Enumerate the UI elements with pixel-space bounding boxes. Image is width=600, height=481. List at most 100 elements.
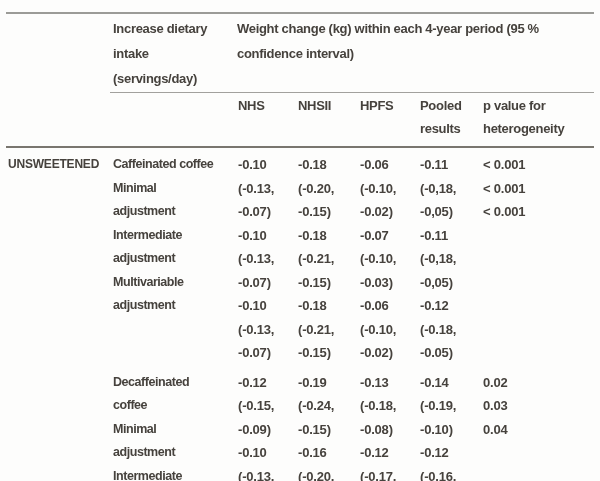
value-cell: (-0,18, <box>420 247 483 271</box>
table-body: UNSWEETENEDCaffeinated coffee-0.10-0.18-… <box>0 153 600 481</box>
value-cell: (-0.13, <box>238 177 298 201</box>
row-label-cell: Intermediate <box>113 465 238 481</box>
table-row: adjustment-0.10-0.18-0.06-0.12 <box>0 294 600 318</box>
value-cell: -0.19 <box>298 371 360 395</box>
value-cell: (-0.17, <box>360 465 420 481</box>
value-cell: 0.02 <box>483 371 600 395</box>
value-cell: -0,05) <box>420 200 483 224</box>
table-row: UNSWEETENEDCaffeinated coffee-0.10-0.18-… <box>0 153 600 177</box>
value-cell: -0.07) <box>238 200 298 224</box>
group-label-cell <box>8 418 113 442</box>
group-label-cell <box>8 271 113 295</box>
group-label-cell <box>8 247 113 271</box>
table-row: coffee(-0.15,(-0.24,(-0.18,(-0.19,0.03 <box>0 394 600 418</box>
value-cell: -0.15) <box>298 418 360 442</box>
row-label-cell <box>113 318 238 342</box>
column-header-hpfs: HPFS <box>360 94 416 117</box>
column-header-p-value: p value for heterogeneity <box>483 94 593 140</box>
column-header-nhs: NHS <box>238 94 293 117</box>
table-row: -0.07)-0.15)-0.02)-0.05) <box>0 341 600 365</box>
header-sub-rule <box>110 92 594 93</box>
group-label-cell <box>8 465 113 481</box>
value-cell: -0.18 <box>298 153 360 177</box>
value-cell: -0.06 <box>360 153 420 177</box>
value-cell: -0.10 <box>238 153 298 177</box>
value-cell: (-0.21, <box>298 247 360 271</box>
value-cell: < 0.001 <box>483 200 600 224</box>
group-label-cell <box>8 318 113 342</box>
group-label-cell <box>8 200 113 224</box>
value-cell: (-0.13, <box>238 318 298 342</box>
value-cell: -0.10) <box>420 418 483 442</box>
row-label-cell: Multivariable <box>113 271 238 295</box>
header-weight-change: Weight change (kg) within each 4-year pe… <box>237 16 594 66</box>
value-cell: -0.14 <box>420 371 483 395</box>
table-row: adjustment(-0.13,(-0.21,(-0.10,(-0,18, <box>0 247 600 271</box>
row-label-cell: coffee <box>113 394 238 418</box>
value-cell: -0.16 <box>298 441 360 465</box>
value-cell: -0.13 <box>360 371 420 395</box>
value-cell: (-0.18, <box>360 394 420 418</box>
value-cell <box>483 247 600 271</box>
value-cell: (-0.24, <box>298 394 360 418</box>
value-cell: -0.02) <box>360 200 420 224</box>
row-label-cell: Intermediate <box>113 224 238 248</box>
value-cell: -0.10 <box>238 294 298 318</box>
value-cell: < 0.001 <box>483 177 600 201</box>
value-cell: -0.11 <box>420 224 483 248</box>
table-row: Intermediate(-0.13,(-0.20,(-0.17,(-0.16, <box>0 465 600 481</box>
value-cell: -0.12 <box>420 441 483 465</box>
value-cell: (-0.13, <box>238 247 298 271</box>
value-cell: -0.18 <box>298 294 360 318</box>
column-header-pooled-results: Pooled results <box>420 94 478 140</box>
column-header-nhsii: NHSII <box>298 94 356 117</box>
value-cell: (-0.18, <box>420 318 483 342</box>
value-cell <box>483 465 600 481</box>
group-label-cell: UNSWEETENED <box>8 153 113 177</box>
value-cell: -0.07) <box>238 341 298 365</box>
value-cell: (-0.15, <box>238 394 298 418</box>
value-cell: (-0.19, <box>420 394 483 418</box>
table-row: Intermediate-0.10-0.18-0.07-0.11 <box>0 224 600 248</box>
value-cell <box>483 224 600 248</box>
row-label-cell: Minimal <box>113 418 238 442</box>
value-cell: -0.07 <box>360 224 420 248</box>
value-cell: -0,05) <box>420 271 483 295</box>
value-cell: -0.18 <box>298 224 360 248</box>
group-label-cell <box>8 224 113 248</box>
value-cell <box>483 294 600 318</box>
value-cell: -0.15) <box>298 341 360 365</box>
value-cell: (-0.20, <box>298 177 360 201</box>
value-cell <box>483 341 600 365</box>
table-row: Multivariable-0.07)-0.15)-0.03)-0,05) <box>0 271 600 295</box>
value-cell: -0.12 <box>420 294 483 318</box>
table-row: Minimal(-0.13,(-0.20,(-0.10,(-0,18,< 0.0… <box>0 177 600 201</box>
row-label-cell: Minimal <box>113 177 238 201</box>
value-cell: (-0.13, <box>238 465 298 481</box>
value-cell: -0.09) <box>238 418 298 442</box>
value-cell: -0.08) <box>360 418 420 442</box>
value-cell <box>483 271 600 295</box>
value-cell: (-0.10, <box>360 177 420 201</box>
value-cell: -0.15) <box>298 271 360 295</box>
value-cell: -0.11 <box>420 153 483 177</box>
group-label-cell <box>8 341 113 365</box>
table-top-rule <box>6 12 594 14</box>
group-label-cell <box>8 441 113 465</box>
value-cell: 0.03 <box>483 394 600 418</box>
row-label-cell: adjustment <box>113 441 238 465</box>
value-cell: (-0.10, <box>360 247 420 271</box>
value-cell: -0.10 <box>238 224 298 248</box>
paper-table-page: Increase dietary intake (servings/day) W… <box>0 0 600 481</box>
row-label-cell: Caffeinated coffee <box>113 153 238 177</box>
group-label-cell <box>8 294 113 318</box>
value-cell: -0.12 <box>238 371 298 395</box>
value-cell: (-0.21, <box>298 318 360 342</box>
group-label-cell <box>8 371 113 395</box>
value-cell: (-0.20, <box>298 465 360 481</box>
row-label-cell: adjustment <box>113 247 238 271</box>
value-cell: -0.05) <box>420 341 483 365</box>
value-cell: -0.03) <box>360 271 420 295</box>
value-cell: -0.12 <box>360 441 420 465</box>
table-row: Decaffeinated-0.12-0.19-0.13-0.140.02 <box>0 371 600 395</box>
